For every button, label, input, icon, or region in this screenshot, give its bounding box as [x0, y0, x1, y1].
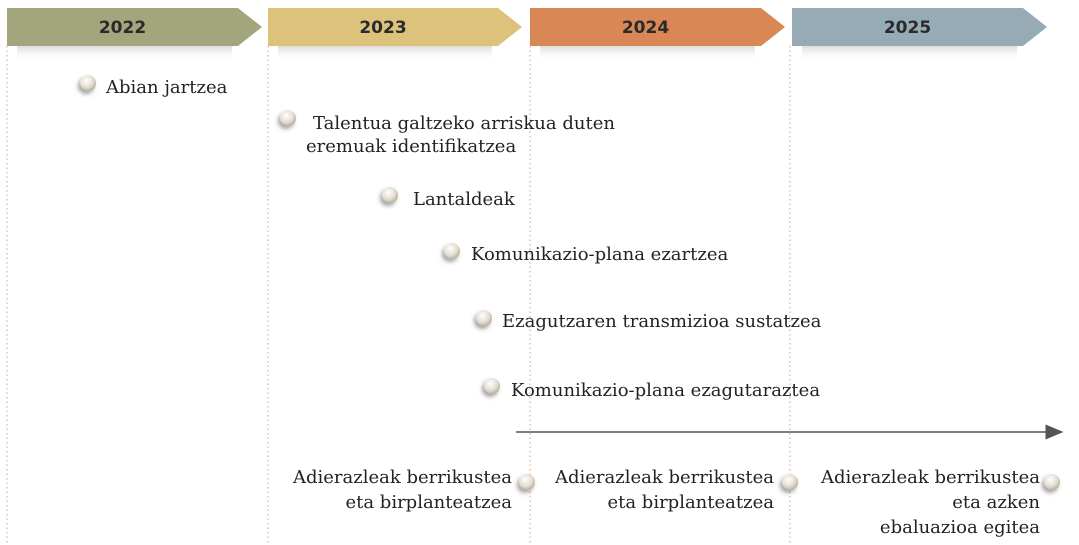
milestone-label: Lantaldeak: [413, 189, 516, 210]
milestone-label: Ezagutzaren transmizioa sustatzea: [502, 311, 822, 332]
header-shadow: [802, 46, 1017, 62]
milestone-label: Komunikazio-plana ezartzea: [471, 244, 729, 265]
bullet: [444, 243, 460, 259]
review-label: Adierazleak berrikustea: [292, 467, 512, 488]
bullet: [80, 75, 96, 91]
review-label: Adierazleak berrikustea: [554, 467, 774, 488]
review-label: Adierazleak berrikustea: [820, 467, 1040, 488]
bullet: [519, 474, 535, 490]
milestone-label: Komunikazio-plana ezagutaraztea: [511, 380, 820, 401]
header-shadow: [17, 46, 232, 62]
review-label: eta azken: [952, 492, 1040, 513]
header-shadow: [278, 46, 492, 62]
bullet: [484, 378, 500, 394]
review-label: eta birplanteatzea: [607, 492, 774, 513]
bullet: [476, 310, 492, 326]
year-label: 2022: [99, 18, 146, 38]
milestone-label: Talentua galtzeko arriskua duten: [313, 113, 615, 134]
bullet: [382, 187, 398, 203]
header-shadow: [540, 46, 755, 62]
year-chevron: [7, 8, 262, 46]
bullet: [782, 474, 798, 490]
review-label: eta birplanteatzea: [345, 492, 512, 513]
review-label: ebaluazioa egitea: [880, 517, 1040, 538]
year-chevron: [530, 8, 785, 46]
year-chevron: [268, 8, 522, 46]
bullet: [280, 110, 296, 126]
milestone-label: eremuak identifikatzea: [306, 136, 516, 157]
year-chevron: [792, 8, 1047, 46]
milestone-label: Abian jartzea: [105, 77, 228, 98]
year-label: 2024: [622, 18, 669, 38]
year-label: 2025: [884, 18, 931, 38]
year-label: 2023: [359, 18, 406, 38]
bullet: [1044, 474, 1060, 490]
